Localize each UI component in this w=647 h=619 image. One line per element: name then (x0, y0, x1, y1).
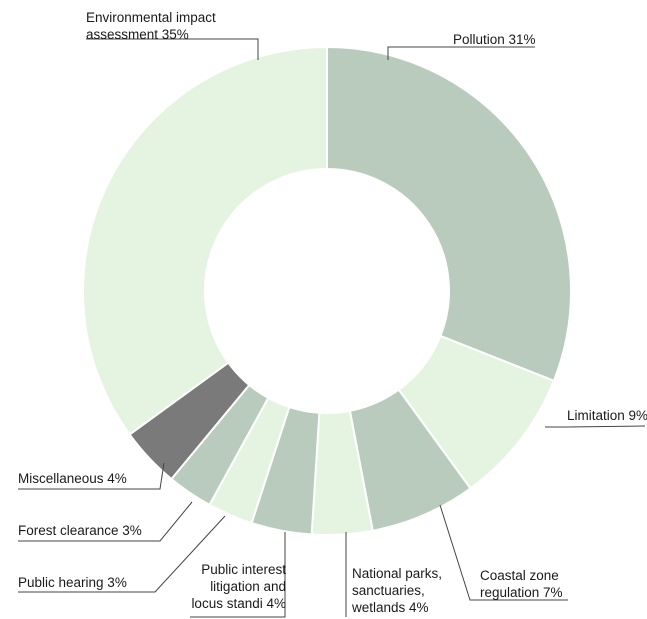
leader-line-limitation (545, 425, 646, 428)
leader-line-forest-clearance (18, 501, 193, 542)
slice-label-national-parks-sanctuaries-wetlands: National parks, sanctuaries, wetlands 4% (351, 566, 442, 615)
slice-environmental-impact-assessment (82, 45, 328, 436)
leader-line-pollution (387, 46, 535, 60)
slice-label-coastal-zone-regulation: Coastal zone regulation 7% (480, 568, 563, 600)
slice-label-public-interest-litigation-and-locus-standi: Public interest litigation and locus stand… (191, 562, 286, 611)
leader-line-coastal-zone-regulation (439, 504, 568, 601)
slice-label-environmental-impact-assessment: Environmental impact assessment 35% (86, 10, 216, 42)
slices (82, 45, 572, 536)
slice-label-miscellaneous: Miscellaneous 4% (18, 471, 127, 486)
slice-label-limitation: Limitation 9% (567, 408, 647, 423)
leader-lines (18, 38, 646, 618)
leader-line-environmental-impact-assessment (86, 38, 259, 60)
slice-label-pollution: Pollution 31% (453, 32, 536, 47)
slice-label-forest-clearance: Forest clearance 3% (18, 523, 142, 538)
leader-line-public-hearing (18, 515, 226, 593)
slice-label-public-hearing: Public hearing 3% (18, 575, 127, 590)
slice-pollution (326, 45, 572, 383)
leader-line-miscellaneous (18, 462, 165, 490)
leader-line-public-interest-litigation-and-locus-standi (190, 532, 286, 618)
slice-labels: Pollution 31% Limitation 9% Coastal zone re… (18, 10, 647, 615)
